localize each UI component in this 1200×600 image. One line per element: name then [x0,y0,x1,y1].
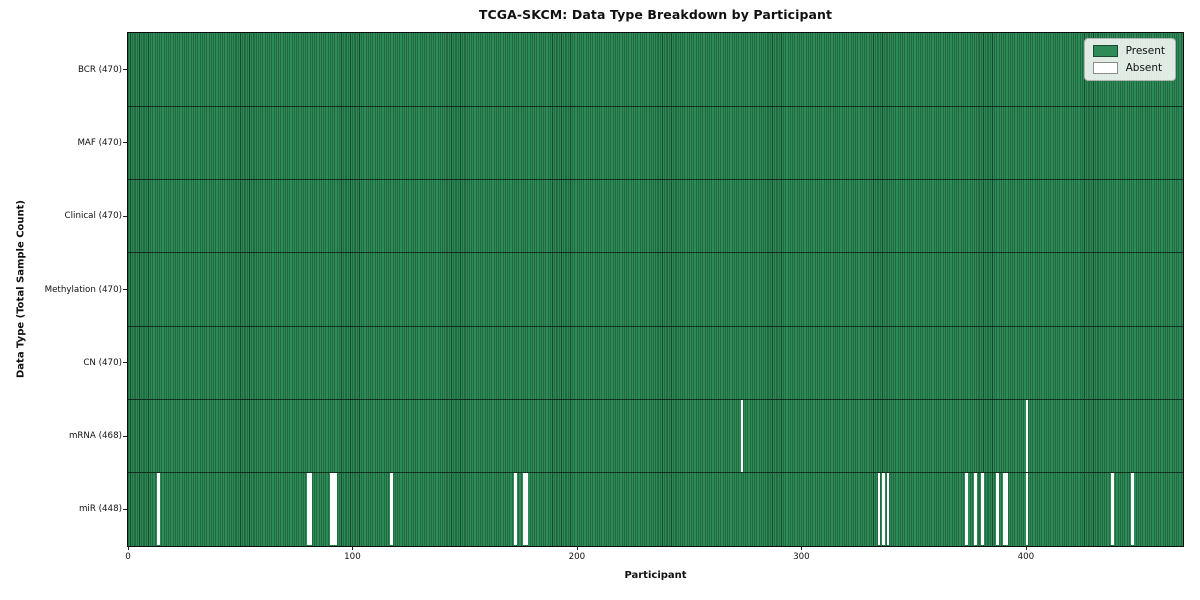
y-tick-mark [123,435,127,437]
row-divider [128,252,1183,254]
absent-gap-miR-373 [965,473,968,546]
absent-gap-miR-334 [877,473,881,546]
absent-gap-miR-92 [334,473,338,546]
chart-title: TCGA-SKCM: Data Type Breakdown by Partic… [478,7,833,22]
row-divider [128,179,1183,181]
x-tick-label-300: 300 [793,552,810,562]
heatmap-row-MAF [128,106,1183,180]
legend-label-present: Present [1125,45,1165,57]
absent-gap-miR-80 [307,473,311,546]
y-tick-mark [123,142,127,144]
absent-gap-miR-391 [1005,473,1009,546]
absent-gap-mRNA-400 [1025,400,1029,473]
absent-gap-miR-338 [886,473,890,546]
y-tick-mark [123,362,127,364]
y-tick-mark [123,69,127,71]
absent-gap-miR-176 [522,473,526,546]
row-divider [128,398,1183,400]
legend-item-present: Present [1092,45,1165,57]
absent-gap-miR-117 [390,473,394,546]
x-tick-mark [576,546,578,550]
absent-swatch-icon [1092,62,1118,74]
absent-gap-miR-177 [525,473,528,546]
y-tick-label-mRNA: mRNA (468) [68,431,122,442]
y-tick-mark [123,289,127,290]
heatmap-row-Clinical [128,179,1183,253]
heatmap-row-Methylation [128,252,1183,327]
legend-item-absent: Absent [1092,62,1165,74]
y-tick-label-CN: CN (470) [83,357,122,368]
absent-gap-mRNA-273 [740,400,744,473]
absent-gap-miR-172 [513,473,517,546]
legend: Present Absent [1083,38,1176,81]
x-tick-mark [1025,546,1027,550]
absent-gap-miR-90 [329,473,333,546]
x-tick-mark [352,546,354,550]
y-axis-title: Data Type (Total Sample Count) [15,199,27,379]
absent-gap-miR-400 [1025,473,1029,546]
y-tick-label-MAF: MAF (470) [77,137,122,148]
x-tick-label-100: 100 [344,552,361,562]
heatmap-row-BCR [128,33,1183,107]
absent-gap-miR-380 [980,473,984,546]
row-divider [128,325,1183,327]
y-tick-mark [123,508,127,510]
absent-gap-miR-13 [156,473,160,546]
x-axis-title: Participant [624,570,687,581]
row-divider [128,105,1183,107]
y-tick-label-Methylation: Methylation (470) [44,284,122,295]
x-tick-mark [801,546,803,550]
x-tick-label-0: 0 [125,552,131,562]
plot-area: Present Absent [127,32,1184,547]
absent-gap-miR-438 [1110,473,1114,546]
y-tick-label-Clinical: Clinical (470) [64,211,122,222]
present-swatch-icon [1092,45,1118,57]
y-tick-label-BCR: BCR (470) [77,64,122,75]
x-tick-mark [128,546,129,550]
y-tick-label-miR: miR (448) [78,504,122,515]
row-divider [128,472,1183,474]
absent-gap-miR-377 [974,473,977,546]
absent-gap-miR-387 [996,473,1000,546]
absent-gap-miR-81 [309,473,313,546]
y-tick-mark [123,215,127,217]
legend-label-absent: Absent [1125,62,1163,74]
absent-gap-miR-390 [1003,473,1006,546]
absent-gap-miR-336 [882,473,885,546]
absent-gap-miR-91 [332,473,335,546]
heatmap-row-CN [128,326,1183,400]
absent-gap-miR-447 [1131,473,1134,546]
x-tick-label-200: 200 [568,552,586,562]
heatmap-row-mRNA [128,399,1183,473]
x-tick-label-400: 400 [1017,552,1035,562]
